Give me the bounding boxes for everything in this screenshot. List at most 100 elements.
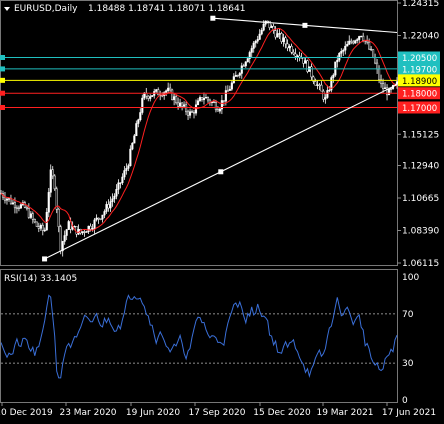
candle bbox=[121, 173, 124, 186]
candle bbox=[97, 217, 100, 224]
candle bbox=[7, 198, 11, 202]
candle bbox=[212, 99, 215, 104]
candle bbox=[258, 29, 261, 41]
candle bbox=[51, 166, 54, 180]
level-handle[interactable] bbox=[0, 55, 5, 60]
candle bbox=[15, 205, 18, 214]
rsi-plot: 100 70 30 0 bbox=[0, 273, 419, 406]
time-tick-label: 20 Dec 2019 bbox=[0, 408, 53, 418]
candle bbox=[296, 54, 299, 62]
candle bbox=[302, 57, 305, 68]
level-handle[interactable] bbox=[0, 90, 5, 96]
candle bbox=[284, 35, 287, 49]
candle bbox=[288, 44, 291, 52]
price-plot bbox=[0, 15, 399, 262]
candle bbox=[99, 218, 102, 221]
rsi-panel-border bbox=[0, 269, 398, 403]
candle bbox=[167, 82, 170, 93]
candle bbox=[37, 222, 40, 233]
candle bbox=[35, 221, 38, 227]
rsi-line bbox=[0, 294, 398, 379]
time-axis: 20 Dec 2019 23 Mar 2020 19 Jun 2020 17 Sep … bbox=[0, 402, 436, 418]
candle bbox=[149, 94, 152, 102]
level-price-tag: 1.19700 bbox=[398, 62, 440, 75]
candle bbox=[27, 203, 30, 219]
candle bbox=[384, 82, 387, 89]
candle bbox=[175, 94, 178, 105]
candle bbox=[196, 98, 200, 106]
candle bbox=[340, 48, 343, 58]
candle bbox=[370, 46, 373, 52]
time-tick-label: 17 Jun 2021 bbox=[382, 408, 436, 418]
candle bbox=[290, 43, 293, 55]
time-tick-label: 15 Dec 2020 bbox=[253, 408, 311, 418]
candle bbox=[298, 51, 301, 62]
ohlc-readout: 1.18488 1.18741 1.18071 1.18641 bbox=[88, 4, 245, 14]
level-handle[interactable] bbox=[0, 77, 5, 83]
candle bbox=[137, 118, 140, 128]
candle bbox=[294, 48, 297, 60]
candle bbox=[380, 74, 383, 88]
symbol-label: EURUSD,Daily bbox=[14, 4, 78, 14]
level-handle[interactable] bbox=[0, 105, 5, 110]
candle bbox=[9, 194, 12, 205]
candle bbox=[45, 208, 48, 231]
candle bbox=[107, 199, 110, 212]
candle bbox=[163, 91, 166, 100]
candle bbox=[395, 77, 399, 89]
candle bbox=[31, 211, 34, 224]
candle bbox=[61, 240, 64, 257]
candle bbox=[350, 38, 353, 45]
candle bbox=[151, 95, 154, 97]
candle bbox=[43, 227, 46, 233]
candle bbox=[65, 228, 68, 241]
candle bbox=[354, 39, 357, 44]
candle bbox=[33, 218, 36, 224]
candle bbox=[93, 218, 96, 234]
candle bbox=[316, 80, 319, 90]
candle bbox=[171, 88, 174, 101]
level-price-tag: 1.20500 bbox=[398, 51, 440, 64]
candle bbox=[214, 99, 217, 113]
trendline-handle[interactable] bbox=[210, 15, 216, 21]
candle bbox=[179, 98, 182, 108]
candle bbox=[25, 205, 28, 211]
trendline-handle[interactable] bbox=[42, 256, 48, 262]
candle bbox=[111, 193, 114, 207]
rsi-tick-label: 100 bbox=[402, 273, 419, 283]
trendline-handle[interactable] bbox=[302, 22, 308, 28]
price-tick-label: 1.24315 bbox=[402, 0, 439, 9]
candle bbox=[181, 102, 184, 111]
candle bbox=[131, 142, 134, 151]
trendline-handle[interactable] bbox=[218, 169, 224, 175]
price-tick-label: 1.10665 bbox=[402, 194, 439, 204]
candle bbox=[252, 40, 255, 53]
candle bbox=[141, 94, 144, 115]
candle bbox=[224, 85, 227, 106]
candle bbox=[374, 53, 377, 65]
candle bbox=[276, 29, 279, 38]
rsi-tick-label: 0 bbox=[402, 396, 408, 406]
candle bbox=[101, 214, 104, 223]
candle bbox=[270, 24, 273, 28]
candle bbox=[274, 26, 277, 40]
candle bbox=[123, 166, 126, 180]
candle bbox=[49, 164, 52, 198]
candle bbox=[63, 230, 66, 245]
level-handle[interactable] bbox=[0, 66, 5, 72]
candle bbox=[127, 163, 130, 172]
candle bbox=[358, 35, 361, 44]
candle bbox=[260, 27, 263, 36]
time-tick-label: 19 Mar 2021 bbox=[316, 408, 373, 418]
candle bbox=[322, 89, 325, 103]
candle bbox=[306, 59, 309, 74]
candle bbox=[234, 71, 237, 77]
candle bbox=[133, 134, 136, 144]
level-price-tag: 1.18900 bbox=[398, 74, 440, 87]
level-price-tag: 1.18000 bbox=[398, 87, 440, 100]
candle bbox=[200, 97, 204, 102]
candle bbox=[59, 224, 62, 255]
candle bbox=[11, 199, 14, 205]
candle bbox=[188, 108, 192, 119]
